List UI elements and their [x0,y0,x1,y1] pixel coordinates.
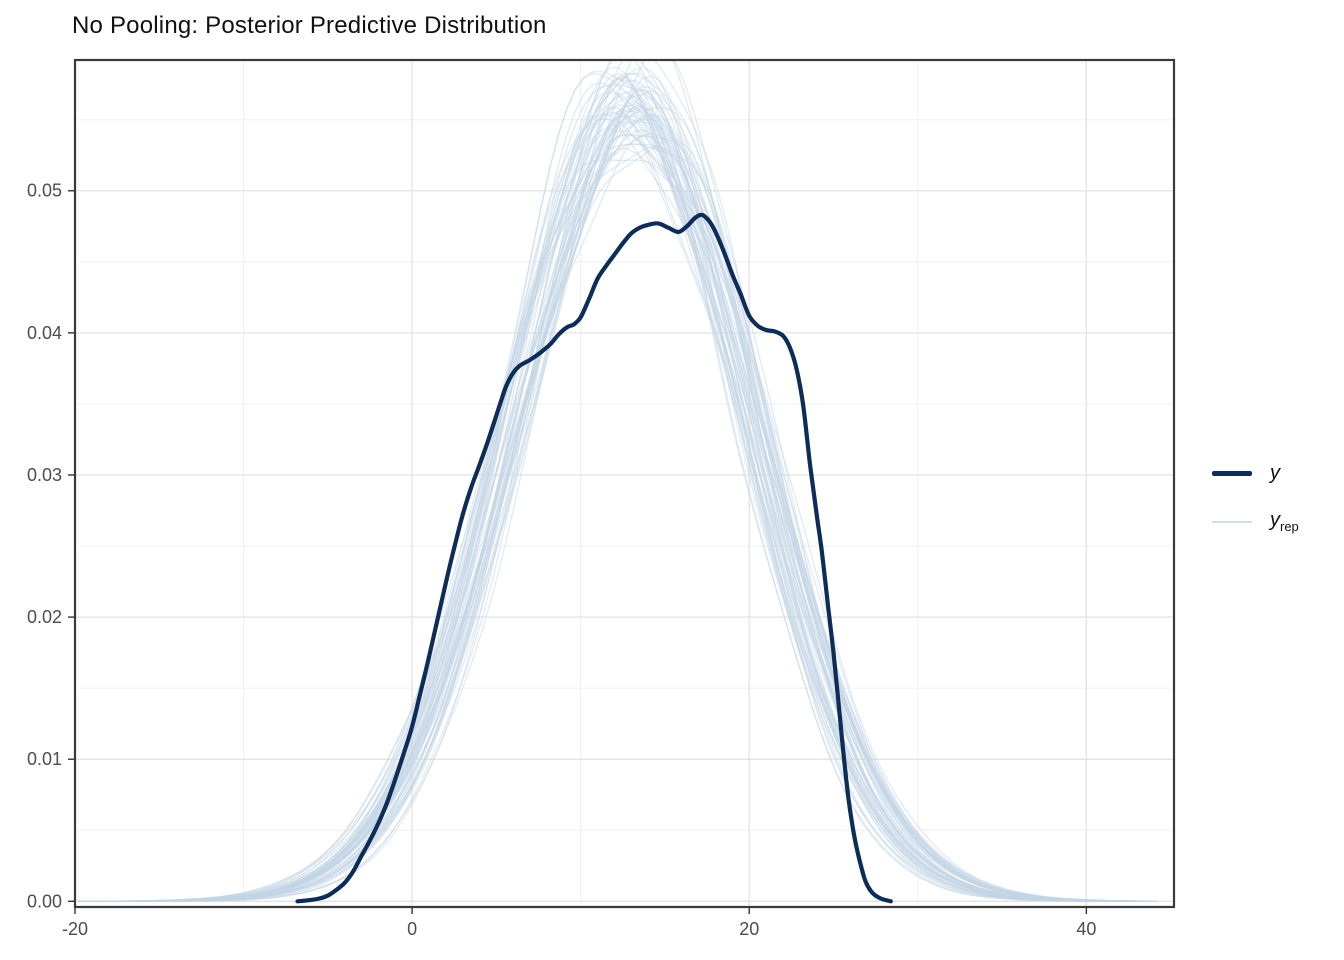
x-tick-label: 0 [407,919,417,939]
y-tick-label: 0.04 [27,323,62,343]
panel-border [73,58,1176,909]
y-tick-label: 0.03 [27,465,62,485]
axis-ticks [68,190,1088,914]
y-line-key [1212,471,1252,476]
legend-item-y: y [1212,462,1342,485]
y-tick-label: 0.00 [27,891,62,911]
legend: y yrep [1212,462,1342,534]
grid-major [75,60,1174,907]
yrep-curve [78,118,1158,902]
panel-background [75,60,1174,907]
legend-label-y: y [1270,462,1280,484]
axis-labels: -20 0 20 40 0.00 0.01 0.02 0.03 0.04 0.05 [27,181,1096,939]
y-tick-label: 0.01 [27,749,62,769]
x-tick-label: -20 [62,919,88,939]
legend-item-yrep: yrep [1212,509,1342,534]
y-tick-label: 0.05 [27,181,62,201]
yrep-curves [78,60,1158,902]
chart-title: No Pooling: Posterior Predictive Distrib… [72,12,547,39]
yrep-curve [78,105,1158,902]
y-tick-label: 0.02 [27,607,62,627]
x-tick-label: 40 [1076,919,1096,939]
yrep-curve [78,104,1158,902]
y-curve [295,212,893,904]
x-tick-label: 20 [739,919,759,939]
yrep-curve [78,60,1158,902]
yrep-line-key [1212,520,1252,523]
legend-label-yrep: yrep [1270,509,1299,534]
